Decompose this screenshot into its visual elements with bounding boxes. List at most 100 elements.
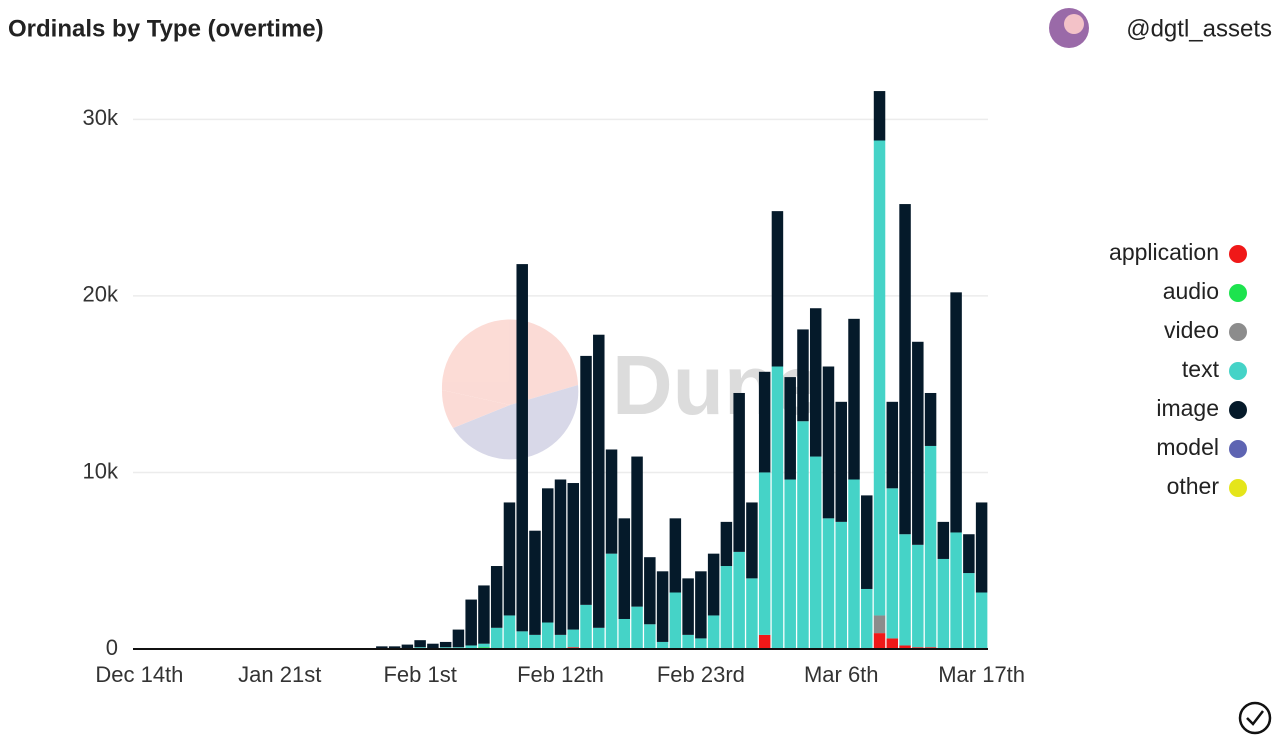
bar-segment [644, 557, 656, 625]
x-tick-label: Mar 6th [804, 662, 879, 687]
bar-segment [631, 456, 643, 607]
bar-segment [784, 479, 796, 649]
bar-segment [669, 592, 682, 649]
bar-segment [605, 553, 618, 649]
bar-segment [427, 643, 439, 649]
x-tick-label: Feb 1st [383, 662, 456, 687]
bar-segment [618, 618, 631, 649]
bar-segment [529, 530, 541, 635]
bar-segment [401, 644, 414, 649]
legend-marker [1229, 362, 1247, 380]
bar-segment [465, 599, 477, 646]
y-tick-label: 30k [83, 105, 119, 130]
check-icon [1238, 701, 1272, 735]
bar-segment [886, 401, 899, 489]
bar-segment [478, 643, 490, 648]
legend-marker [1229, 245, 1247, 263]
bar-segment [707, 615, 720, 649]
bar-segment [695, 571, 707, 639]
legend-marker [1229, 479, 1247, 497]
bar-segment [580, 604, 592, 649]
bar-segment [490, 627, 503, 649]
bar-segment [899, 204, 911, 535]
x-tick-label: Dec 14th [95, 662, 183, 687]
bar-segment [822, 518, 835, 649]
x-tick-label: Feb 23rd [657, 662, 745, 687]
bar-segment [950, 292, 962, 533]
legend-label: application [1109, 239, 1219, 265]
legend-marker [1229, 440, 1247, 458]
bar-segment [631, 606, 643, 649]
x-tick-label: Jan 21st [238, 662, 321, 687]
bar-segment [963, 573, 975, 649]
bar-segment [924, 392, 937, 446]
bar-segment [771, 211, 784, 367]
bar-segment [720, 521, 733, 567]
bar-segment [720, 566, 733, 649]
y-tick-label: 0 [106, 635, 118, 660]
bar-segment [886, 488, 899, 639]
bar-segment [656, 571, 669, 642]
bar-segment [644, 624, 656, 649]
legend-marker [1229, 284, 1247, 302]
legend-label: video [1164, 317, 1219, 343]
y-tick-label: 20k [83, 282, 119, 307]
bar-segment [682, 634, 694, 649]
bar-segment [937, 521, 950, 559]
bar-segment [873, 615, 886, 634]
bar-segment [503, 615, 516, 649]
bar-segment [950, 532, 962, 649]
bar-segment [593, 627, 605, 649]
bar-segment [452, 629, 465, 648]
legend-marker [1229, 323, 1247, 341]
bar-segment [937, 558, 950, 649]
bar-segment [758, 371, 771, 473]
check-icon [1246, 710, 1264, 726]
bar-segment [439, 641, 452, 648]
legend-marker [1229, 401, 1247, 419]
bar-segment [733, 392, 745, 552]
bar-segment [656, 641, 669, 649]
bar-segment [529, 634, 541, 649]
bar-segment [541, 488, 554, 623]
watermark-logo [441, 319, 578, 405]
bar-segment [758, 634, 771, 649]
bar-segment [593, 334, 605, 628]
bar-segment [848, 479, 860, 649]
bar-segment [861, 495, 873, 589]
bar-segment [809, 308, 822, 457]
bar-segment [465, 645, 477, 649]
bar-segment [924, 445, 937, 648]
legend-label: other [1167, 473, 1220, 499]
bar-segment [758, 472, 771, 635]
bar-segment [963, 534, 975, 574]
avatar-face [1064, 14, 1084, 34]
bar-segment [516, 264, 528, 632]
bar-segment [605, 449, 618, 554]
bar-segment [567, 483, 580, 630]
bar-segment [873, 140, 886, 616]
bar-segment [554, 479, 567, 635]
legend-label: model [1156, 434, 1219, 460]
bar-segment [567, 629, 580, 648]
bar-segment [848, 318, 860, 480]
bar-segment [733, 551, 745, 649]
bar-segment [695, 638, 707, 649]
bar-segment [899, 645, 911, 649]
bar-segment [682, 578, 694, 635]
bar-segment [516, 631, 528, 649]
bar-segment [490, 566, 503, 628]
bar-segment [886, 638, 899, 649]
x-tick-label: Mar 17th [938, 662, 1025, 687]
author: @dgtl_assets [1126, 15, 1272, 42]
bar-segment [580, 355, 592, 605]
chart-title: Ordinals by Type (overtime) [8, 15, 324, 42]
bar-segment [797, 329, 809, 422]
bar-segment [669, 518, 682, 593]
bar-segment [707, 553, 720, 616]
bar-segment [873, 633, 886, 649]
bar-segment [784, 377, 796, 480]
bar-segment [746, 502, 758, 579]
bar-segment [899, 534, 911, 646]
legend-label: image [1156, 395, 1219, 421]
